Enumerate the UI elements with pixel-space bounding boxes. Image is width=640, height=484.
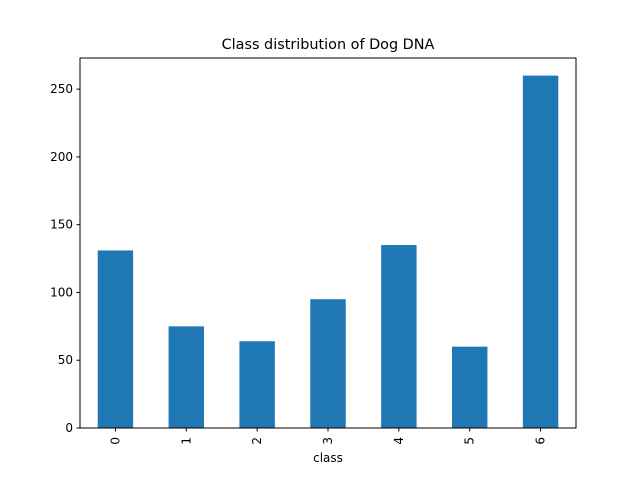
x-tick-label-3: 3 xyxy=(321,437,335,445)
x-axis: 0 1 2 3 4 5 6 xyxy=(108,428,548,445)
x-tick-label-2: 2 xyxy=(250,437,264,445)
x-tick-label-6: 6 xyxy=(534,437,548,445)
bar-1 xyxy=(168,326,204,428)
bars-layer xyxy=(97,75,559,429)
y-tick-label-200: 200 xyxy=(50,150,73,164)
bar-5 xyxy=(452,346,488,428)
y-tick-label-100: 100 xyxy=(50,285,73,299)
bar-2 xyxy=(239,341,275,428)
y-axis: 0 50 100 150 200 250 xyxy=(50,82,80,435)
x-tick-label-1: 1 xyxy=(179,437,193,445)
x-tick-label-5: 5 xyxy=(463,437,477,445)
x-axis-label: class xyxy=(313,451,343,465)
x-tick-label-4: 4 xyxy=(392,437,406,445)
y-tick-label-50: 50 xyxy=(58,353,73,367)
y-tick-label-0: 0 xyxy=(65,421,73,435)
x-tick-label-0: 0 xyxy=(108,437,122,445)
bar-6 xyxy=(522,75,559,429)
y-tick-label-250: 250 xyxy=(50,82,73,96)
y-tick-label-150: 150 xyxy=(50,218,73,232)
chart-title: Class distribution of Dog DNA xyxy=(222,37,435,53)
bar-3 xyxy=(310,299,346,428)
bar-0 xyxy=(97,250,134,428)
bar-4 xyxy=(381,245,417,428)
